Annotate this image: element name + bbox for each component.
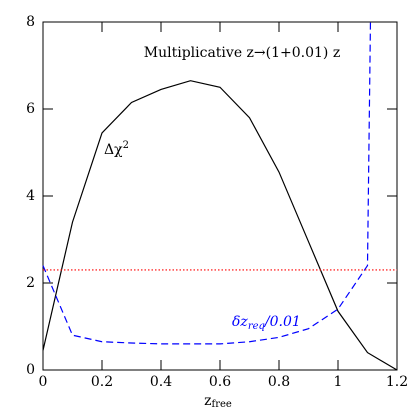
line [42, 21, 372, 345]
x-tick-label: 1.2 [386, 374, 408, 390]
x-tick-label: 0.4 [150, 374, 172, 390]
series-label-part: 2 [123, 140, 129, 151]
series-label-part: req [248, 321, 265, 332]
x-tick-label: 0 [39, 374, 48, 390]
y-tick-label: 8 [26, 14, 35, 30]
x-tick-label: 0.6 [209, 374, 231, 390]
series-label: Δχ2 [104, 140, 129, 159]
series-label-part: δz [232, 314, 248, 330]
plot-frame [42, 21, 398, 371]
line [42, 80, 398, 371]
x-tick-label: 1 [334, 374, 343, 390]
y-tick-label: 4 [26, 188, 35, 204]
series-label: δzreq/0.01 [232, 314, 301, 332]
x-tick-label: 0.2 [91, 374, 113, 390]
y-tick-label: 2 [26, 275, 35, 291]
series-label-part: Δχ [104, 142, 123, 158]
x-axis-label: zfree [204, 393, 232, 410]
x-tick-label: 0.8 [268, 374, 290, 390]
y-tick-label: 6 [26, 101, 35, 117]
x-label-main: z [204, 393, 211, 409]
chart-title: Multiplicative z→(1+0.01) z [144, 45, 340, 61]
x-label-sub: free [212, 399, 232, 410]
series-label-part: /0.01 [263, 314, 301, 330]
y-tick-label: 0 [26, 362, 35, 378]
